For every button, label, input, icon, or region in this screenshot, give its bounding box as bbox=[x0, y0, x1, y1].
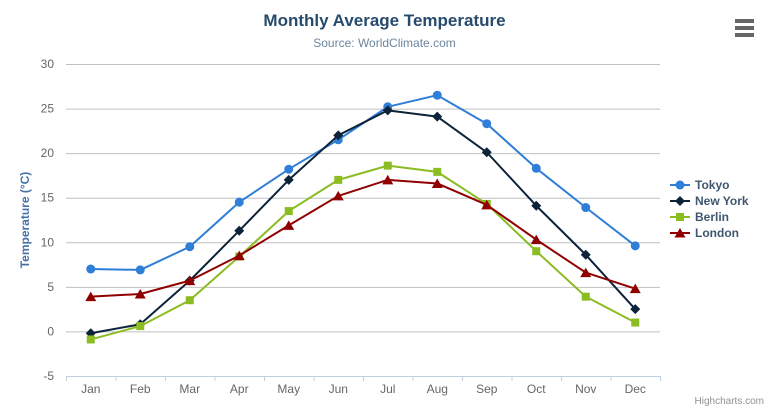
data-point-marker bbox=[581, 203, 591, 213]
data-point-marker bbox=[532, 247, 541, 256]
series-london bbox=[85, 174, 641, 302]
data-point-marker bbox=[382, 174, 394, 185]
x-axis-label: Mar bbox=[179, 382, 200, 396]
data-point-marker bbox=[283, 220, 295, 230]
y-axis-title: Temperature (°C) bbox=[18, 172, 32, 269]
x-axis-label: May bbox=[277, 382, 300, 396]
data-point-marker bbox=[676, 213, 684, 221]
hamburger-icon bbox=[735, 33, 754, 37]
data-point-marker bbox=[580, 249, 591, 260]
x-axis-label: Jun bbox=[329, 382, 348, 396]
data-point-marker bbox=[531, 200, 542, 211]
data-point-marker bbox=[284, 207, 293, 216]
new-york-legend-marker bbox=[670, 196, 690, 206]
london-legend-marker bbox=[670, 228, 690, 238]
berlin-legend-marker bbox=[670, 213, 690, 221]
data-point-marker bbox=[432, 111, 443, 122]
y-axis-label: 5 bbox=[47, 280, 54, 294]
data-point-marker bbox=[283, 174, 294, 185]
series-new-york bbox=[85, 105, 641, 339]
data-point-marker bbox=[675, 180, 685, 190]
x-axis-label: Aug bbox=[427, 382, 448, 396]
x-axis-label: Apr bbox=[230, 382, 249, 396]
data-point-marker bbox=[86, 335, 95, 344]
chart-title: Monthly Average Temperature bbox=[263, 11, 506, 30]
y-axis-label: 0 bbox=[47, 324, 54, 338]
data-point-marker bbox=[185, 242, 195, 252]
data-point-marker bbox=[86, 264, 96, 274]
data-point-marker bbox=[134, 288, 146, 299]
highcharts-credit[interactable]: Highcharts.com bbox=[694, 396, 764, 407]
data-point-marker bbox=[233, 250, 245, 261]
legend-item-tokyo[interactable]: Tokyo bbox=[670, 177, 749, 193]
y-axis-label: 30 bbox=[41, 57, 55, 71]
data-point-marker bbox=[383, 161, 392, 170]
x-axis-label: Dec bbox=[625, 382, 646, 396]
data-point-marker bbox=[530, 234, 542, 245]
data-point-marker bbox=[135, 265, 145, 275]
context-menu-button[interactable] bbox=[735, 19, 755, 37]
series-line bbox=[89, 164, 637, 341]
y-axis-label: 20 bbox=[41, 146, 55, 160]
y-axis-label: 10 bbox=[41, 235, 55, 249]
hamburger-icon bbox=[735, 19, 754, 23]
x-axis-label: Oct bbox=[527, 382, 546, 396]
tokyo-legend-marker bbox=[670, 180, 690, 190]
data-point-marker bbox=[629, 283, 641, 294]
x-axis-label: Nov bbox=[575, 382, 596, 396]
data-point-marker bbox=[531, 163, 541, 173]
series-line bbox=[89, 178, 637, 298]
y-axis-label: 25 bbox=[41, 102, 55, 116]
data-point-marker bbox=[630, 241, 640, 251]
data-point-marker bbox=[184, 275, 196, 286]
legend: Tokyo New York Berlin London bbox=[670, 177, 749, 241]
legend-label: London bbox=[695, 226, 739, 240]
data-point-marker bbox=[674, 228, 686, 238]
x-axis-label: Feb bbox=[130, 382, 151, 396]
data-point-marker bbox=[284, 164, 294, 174]
data-point-marker bbox=[333, 130, 344, 141]
x-axis-label: Jan bbox=[81, 382, 100, 396]
data-point-marker bbox=[332, 190, 344, 201]
data-point-marker bbox=[382, 105, 393, 116]
chart-subtitle: Source: WorldClimate.com bbox=[313, 36, 456, 50]
data-point-marker bbox=[234, 197, 244, 207]
legend-label: New York bbox=[695, 194, 749, 208]
legend-item-berlin[interactable]: Berlin bbox=[670, 209, 749, 225]
data-point-marker bbox=[432, 90, 442, 100]
data-point-marker bbox=[433, 167, 442, 176]
data-point-marker bbox=[630, 304, 641, 315]
series-line bbox=[89, 109, 637, 335]
series-tokyo bbox=[86, 90, 640, 275]
legend-item-london[interactable]: London bbox=[670, 225, 749, 241]
series-line bbox=[89, 94, 637, 271]
x-axis-label: Jul bbox=[380, 382, 395, 396]
y-axis-label: -5 bbox=[43, 369, 54, 383]
hamburger-icon bbox=[735, 26, 754, 30]
data-point-marker bbox=[481, 147, 492, 158]
data-point-marker bbox=[334, 175, 343, 184]
legend-label: Berlin bbox=[695, 210, 730, 224]
data-point-marker bbox=[85, 291, 97, 302]
data-point-marker bbox=[234, 225, 245, 236]
data-point-marker bbox=[481, 199, 493, 210]
legend-item-new-york[interactable]: New York bbox=[670, 193, 749, 209]
data-point-marker bbox=[136, 322, 145, 331]
data-point-marker bbox=[581, 292, 590, 301]
data-point-marker bbox=[580, 267, 592, 278]
legend-label: Tokyo bbox=[695, 178, 730, 192]
data-point-marker bbox=[482, 119, 492, 129]
data-point-marker bbox=[431, 178, 443, 188]
data-point-marker bbox=[185, 296, 194, 305]
data-point-marker bbox=[631, 318, 640, 327]
y-axis-label: 15 bbox=[41, 191, 55, 205]
x-axis-label: Sep bbox=[476, 382, 498, 396]
data-point-marker bbox=[675, 196, 685, 206]
